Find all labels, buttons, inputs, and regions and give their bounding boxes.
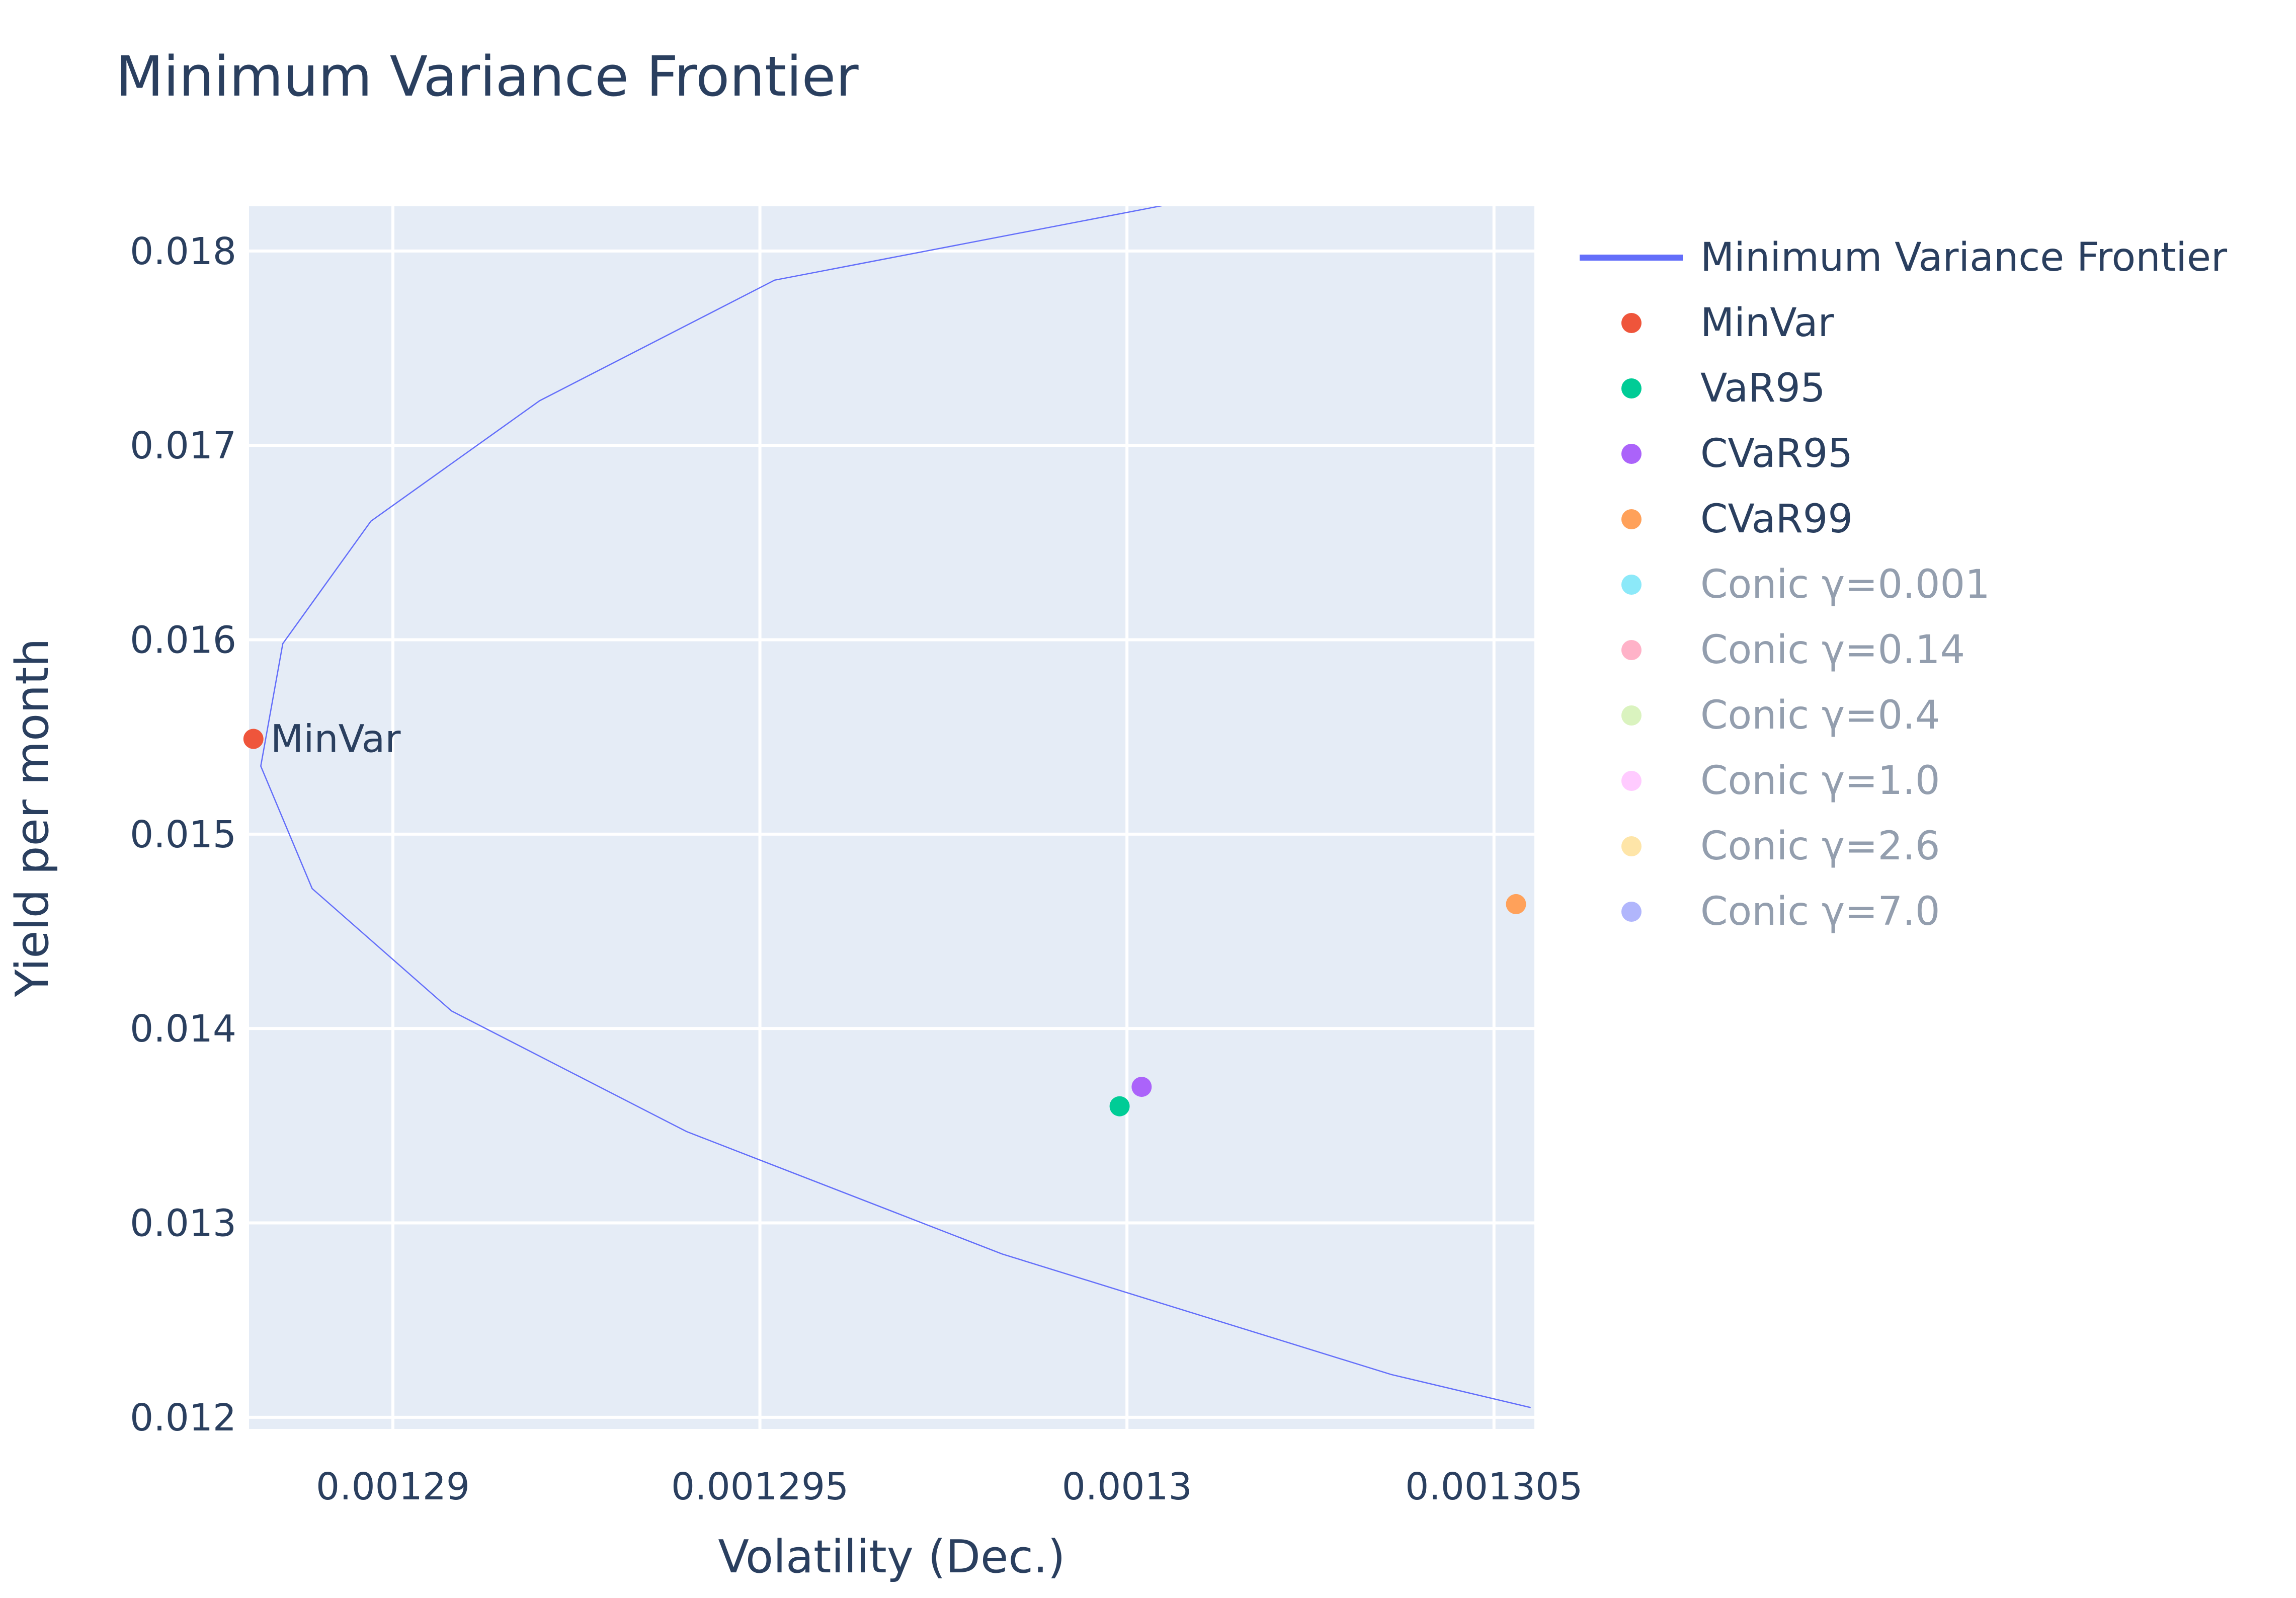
x-tick-label: 0.001295 xyxy=(671,1465,849,1508)
marker-cvar95[interactable] xyxy=(1131,1077,1152,1097)
markers: MinVar xyxy=(243,716,1526,1116)
legend-item[interactable]: VaR95 xyxy=(1621,366,1826,411)
legend-label: VaR95 xyxy=(1700,366,1826,411)
y-tick-label: 0.013 xyxy=(130,1202,236,1245)
y-tick-label: 0.018 xyxy=(130,230,236,273)
x-tick-label: 0.001305 xyxy=(1405,1465,1583,1508)
y-tick-label: 0.017 xyxy=(130,424,236,467)
legend-item[interactable]: Conic γ=2.6 xyxy=(1621,824,1940,869)
legend-marker-swatch xyxy=(1621,575,1642,595)
legend-marker-swatch xyxy=(1621,771,1642,791)
legend-item[interactable]: Conic γ=7.0 xyxy=(1621,889,1940,934)
legend-label: CVaR95 xyxy=(1700,431,1853,476)
legend-item[interactable]: Conic γ=0.4 xyxy=(1621,693,1940,738)
legend-label: CVaR99 xyxy=(1700,497,1853,542)
y-tick-label: 0.014 xyxy=(130,1007,236,1051)
legend-label: Conic γ=7.0 xyxy=(1700,889,1940,934)
legend: Minimum Variance Frontier MinVar VaR95 CVaR… xyxy=(1580,235,2228,934)
legend-label: Minimum Variance Frontier xyxy=(1700,235,2228,280)
legend-item[interactable]: Conic γ=0.14 xyxy=(1621,627,1965,673)
marker-var95[interactable] xyxy=(1109,1096,1130,1116)
chart-title: Minimum Variance Frontier xyxy=(116,44,859,109)
legend-label: MinVar xyxy=(1700,300,1835,346)
legend-label: Conic γ=1.0 xyxy=(1700,758,1940,804)
legend-marker-swatch xyxy=(1621,705,1642,726)
legend-label: Conic γ=2.6 xyxy=(1700,824,1940,869)
x-axis-label: Volatility (Dec.) xyxy=(718,1531,1065,1583)
legend-marker-swatch xyxy=(1621,509,1642,529)
legend-item[interactable]: MinVar xyxy=(1621,300,1835,346)
y-tick-label: 0.016 xyxy=(130,619,236,662)
legend-item[interactable]: Conic γ=1.0 xyxy=(1621,758,1940,804)
y-tick-label: 0.015 xyxy=(130,813,236,856)
plot-area xyxy=(249,206,1534,1429)
legend-marker-swatch xyxy=(1621,902,1642,922)
gridlines xyxy=(249,206,1534,1429)
x-tick-label: 0.00129 xyxy=(316,1465,470,1508)
x-tick-label: 0.0013 xyxy=(1062,1465,1192,1508)
legend-marker-swatch xyxy=(1621,640,1642,660)
y-axis-ticks: 0.012 0.013 0.014 0.015 0.016 0.017 0.018 xyxy=(130,230,236,1440)
marker-cvar99[interactable] xyxy=(1506,894,1526,914)
legend-marker-swatch xyxy=(1621,836,1642,856)
legend-item[interactable]: Minimum Variance Frontier xyxy=(1580,235,2228,280)
y-axis-label: Yield per month xyxy=(6,638,59,997)
legend-item[interactable]: CVaR95 xyxy=(1621,431,1853,476)
legend-marker-swatch xyxy=(1621,378,1642,398)
legend-item[interactable]: CVaR99 xyxy=(1621,497,1853,542)
legend-label: Conic γ=0.4 xyxy=(1700,693,1940,738)
x-axis-ticks: 0.00129 0.001295 0.0013 0.001305 xyxy=(316,1465,1583,1508)
legend-item[interactable]: Conic γ=0.001 xyxy=(1621,562,1990,607)
plot-clip xyxy=(260,193,1531,1408)
y-tick-label: 0.012 xyxy=(130,1396,236,1440)
legend-label: Conic γ=0.001 xyxy=(1700,562,1990,607)
legend-marker-swatch xyxy=(1621,313,1642,333)
frontier-line[interactable] xyxy=(260,193,1531,1408)
marker-label: MinVar xyxy=(271,716,401,761)
legend-label: Conic γ=0.14 xyxy=(1700,627,1965,673)
legend-marker-swatch xyxy=(1621,444,1642,464)
marker-minvar[interactable] xyxy=(243,729,264,749)
